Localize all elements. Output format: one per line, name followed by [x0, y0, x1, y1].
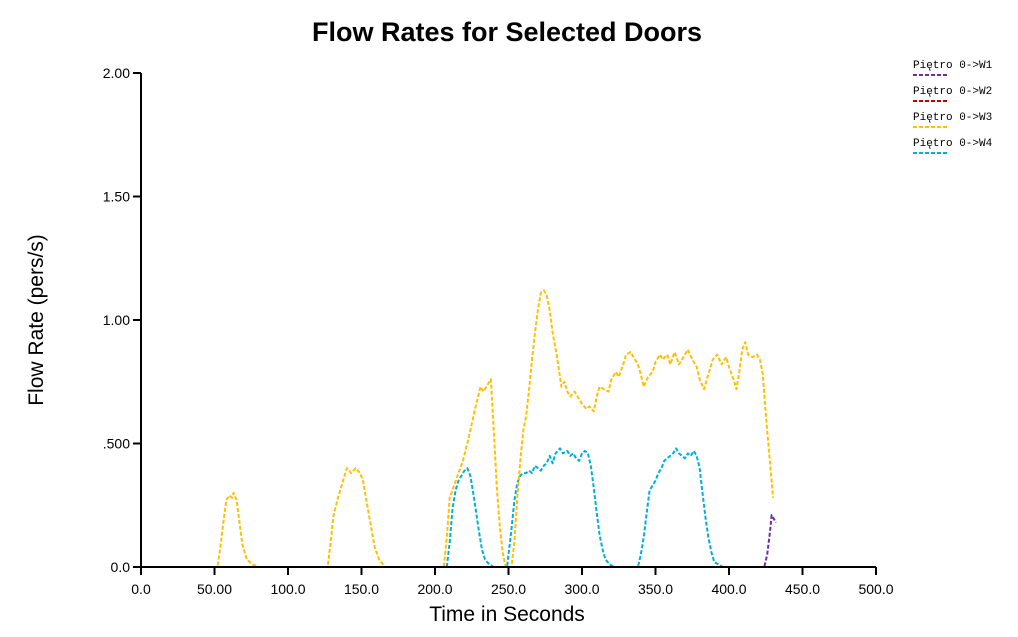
- x-tick-label: 400.0: [711, 581, 746, 597]
- x-tick-label: 500.0: [858, 581, 893, 597]
- series-line-pi-tro-0-w4: [141, 447, 774, 568]
- series-line-pi-tro-0-w3: [141, 289, 775, 568]
- x-tick-label: 200.0: [417, 581, 452, 597]
- y-tick-label: 1.00: [103, 312, 130, 328]
- y-tick-label: .500: [103, 436, 130, 452]
- legend-label-pi-tro-0-w4: Piętro 0->W4: [913, 138, 993, 150]
- chart-title: Flow Rates for Selected Doors: [312, 17, 702, 47]
- legend-label-pi-tro-0-w2: Piętro 0->W2: [913, 86, 992, 98]
- series-line-pi-tro-0-w1: [141, 514, 777, 568]
- x-tick-label: 0.0: [131, 581, 151, 597]
- x-tick-label: 300.0: [564, 581, 599, 597]
- x-tick-label: 250.0: [491, 581, 526, 597]
- y-axis-label: Flow Rate (pers/s): [25, 234, 48, 406]
- x-tick-label: 450.0: [785, 581, 820, 597]
- y-tick-label: 2.00: [103, 65, 130, 81]
- x-tick-label: 150.0: [344, 581, 379, 597]
- legend: Piętro 0->W1 Piętro 0->W2 Piętro 0->W3 Pięt…: [913, 60, 993, 154]
- legend-label-pi-tro-0-w3: Piętro 0->W3: [913, 112, 992, 124]
- x-ticks: 0.0 50.00 100.0 150.0 200.0 250.0 300.0 350.0 40…: [131, 567, 894, 597]
- x-tick-label: 50.00: [197, 581, 232, 597]
- series-layer: [141, 289, 777, 568]
- legend-label-pi-tro-0-w1: Piętro 0->W1: [913, 60, 993, 72]
- y-tick-label: 0.0: [111, 559, 131, 575]
- y-tick-label: 1.50: [103, 189, 130, 205]
- x-tick-label: 350.0: [638, 581, 673, 597]
- x-axis-label: Time in Seconds: [429, 603, 585, 626]
- y-ticks: 0.0 .500 1.00 1.50 2.00: [103, 65, 141, 575]
- x-tick-label: 100.0: [270, 581, 305, 597]
